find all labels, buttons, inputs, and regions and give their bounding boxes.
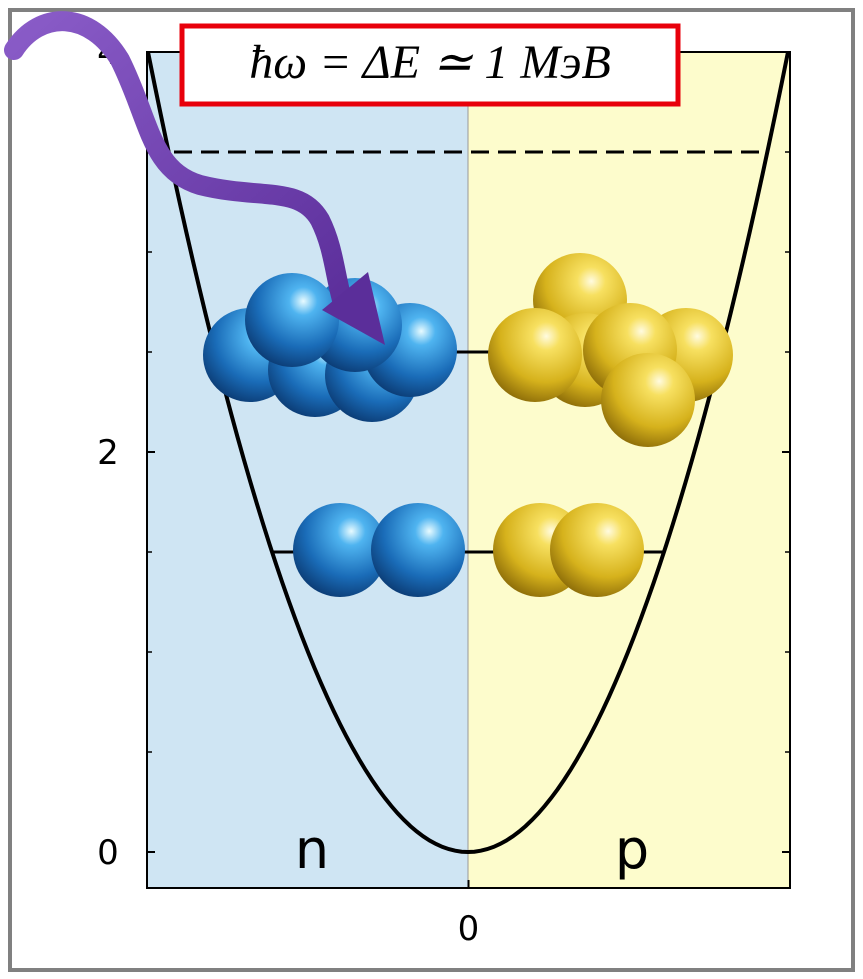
proton-region — [468, 52, 790, 888]
proton-label: p — [615, 818, 649, 881]
proton — [488, 308, 582, 402]
neutron-label: n — [295, 818, 329, 881]
formula: ħω = ΔE ≃ 1 МэВ — [249, 36, 611, 89]
proton — [550, 503, 644, 597]
y-tick-label: 2 — [97, 433, 119, 473]
diagram: 0240np ħω = ΔE ≃ 1 МэВ — [0, 0, 863, 979]
proton — [601, 353, 695, 447]
neutron — [245, 273, 339, 367]
x-tick-label: 0 — [458, 909, 480, 949]
neutron — [371, 503, 465, 597]
y-tick-label: 0 — [97, 833, 119, 873]
